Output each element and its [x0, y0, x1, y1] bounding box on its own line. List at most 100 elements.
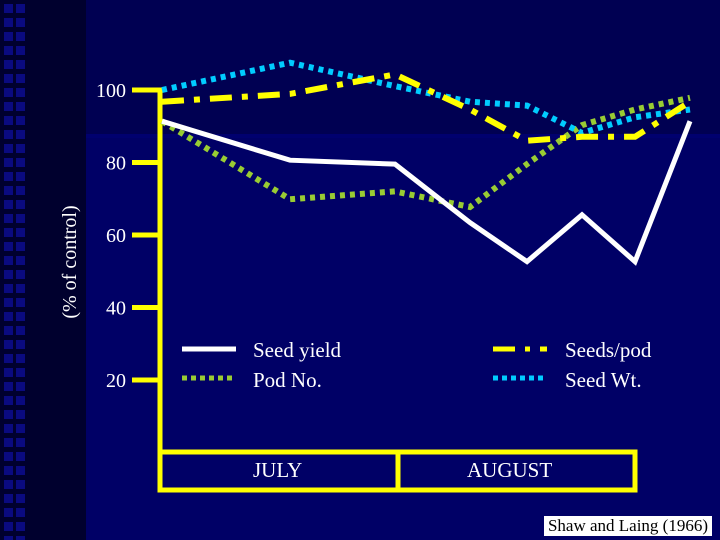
strip-square [16, 452, 25, 461]
divider-line [86, 134, 720, 138]
strip-square [4, 326, 13, 335]
strip-square [4, 102, 13, 111]
strip-square [4, 214, 13, 223]
strip-square [4, 438, 13, 447]
strip-square [16, 130, 25, 139]
strip-square [16, 186, 25, 195]
y-tick-label: 60 [106, 225, 126, 247]
strip-square [4, 4, 13, 13]
strip-square [16, 410, 25, 419]
legend-label: Seeds/pod [565, 338, 652, 362]
strip-square [16, 46, 25, 55]
strip-square [4, 312, 13, 321]
strip-square [16, 4, 25, 13]
strip-square [16, 466, 25, 475]
strip-square [16, 368, 25, 377]
y-tick-label: 80 [106, 153, 126, 175]
month-label: JULY [253, 458, 302, 482]
citation: Shaw and Laing (1966) [543, 516, 712, 536]
strip-square [16, 312, 25, 321]
y-tick-label: 20 [106, 370, 126, 392]
strip-square [4, 228, 13, 237]
strip-square [4, 354, 13, 363]
strip-square [16, 536, 25, 540]
series-line-seeds-pod [161, 71, 692, 144]
strip-square [16, 354, 25, 363]
strip-square [16, 396, 25, 405]
month-boxes: JULY AUGUST [157, 449, 638, 493]
strip-square [4, 242, 13, 251]
strip-square [4, 536, 13, 540]
strip-square [16, 172, 25, 181]
strip-square [16, 340, 25, 349]
strip-square [16, 284, 25, 293]
strip-square [16, 144, 25, 153]
strip-square [4, 368, 13, 377]
month-label: AUGUST [467, 458, 552, 482]
strip-square [4, 298, 13, 307]
strip-square [4, 340, 13, 349]
strip-square [16, 214, 25, 223]
strip-square [4, 130, 13, 139]
strip-square [4, 186, 13, 195]
strip-square [4, 508, 13, 517]
left-decorative-strip [0, 0, 86, 540]
strip-square [4, 396, 13, 405]
y-tick-label: 100 [96, 80, 126, 102]
strip-square [16, 60, 25, 69]
strip-square [4, 382, 13, 391]
strip-square [16, 326, 25, 335]
strip-square [16, 116, 25, 125]
strip-square [16, 158, 25, 167]
strip-square [16, 242, 25, 251]
legend-label: Pod No. [253, 368, 322, 392]
strip-square [4, 18, 13, 27]
strip-square [16, 18, 25, 27]
strip-square [16, 480, 25, 489]
strip-square [4, 256, 13, 265]
strip-square [4, 60, 13, 69]
strip-square [4, 144, 13, 153]
legend-label: Seed Wt. [565, 368, 642, 392]
strip-square [16, 508, 25, 517]
series-line-seed-yield [161, 118, 693, 266]
strip-square [4, 452, 13, 461]
strip-square [4, 270, 13, 279]
strip-square [4, 410, 13, 419]
strip-square [4, 116, 13, 125]
strip-square [4, 74, 13, 83]
strip-square [4, 32, 13, 41]
strip-pattern [4, 4, 25, 540]
strip-square [4, 522, 13, 531]
strip-square [16, 228, 25, 237]
strip-square [16, 298, 25, 307]
axis-layer: 100 80 60 40 20 (% of control) [59, 80, 163, 490]
strip-square [4, 200, 13, 209]
strip-square [16, 32, 25, 41]
strip-square [16, 88, 25, 97]
strip-square [16, 438, 25, 447]
strip-square [4, 46, 13, 55]
top-band [86, 0, 720, 135]
legend: Seed yield Seeds/pod Pod No. Seed Wt. [182, 338, 652, 392]
legend-label: Seed yield [253, 338, 342, 362]
strip-square [16, 424, 25, 433]
y-tick-label: 40 [106, 298, 126, 320]
month-box [395, 449, 638, 493]
strip-square [4, 284, 13, 293]
y-axis-title: (% of control) [59, 205, 81, 318]
series-layer [160, 59, 693, 266]
strip-square [4, 172, 13, 181]
strip-square [16, 494, 25, 503]
strip-square [16, 382, 25, 391]
strip-square [16, 200, 25, 209]
strip-square [4, 424, 13, 433]
strip-square [4, 88, 13, 97]
strip-square [4, 480, 13, 489]
strip-square [4, 494, 13, 503]
strip-square [16, 522, 25, 531]
strip-square [16, 102, 25, 111]
strip-square [16, 74, 25, 83]
series-line-seed-wt- [161, 59, 691, 137]
